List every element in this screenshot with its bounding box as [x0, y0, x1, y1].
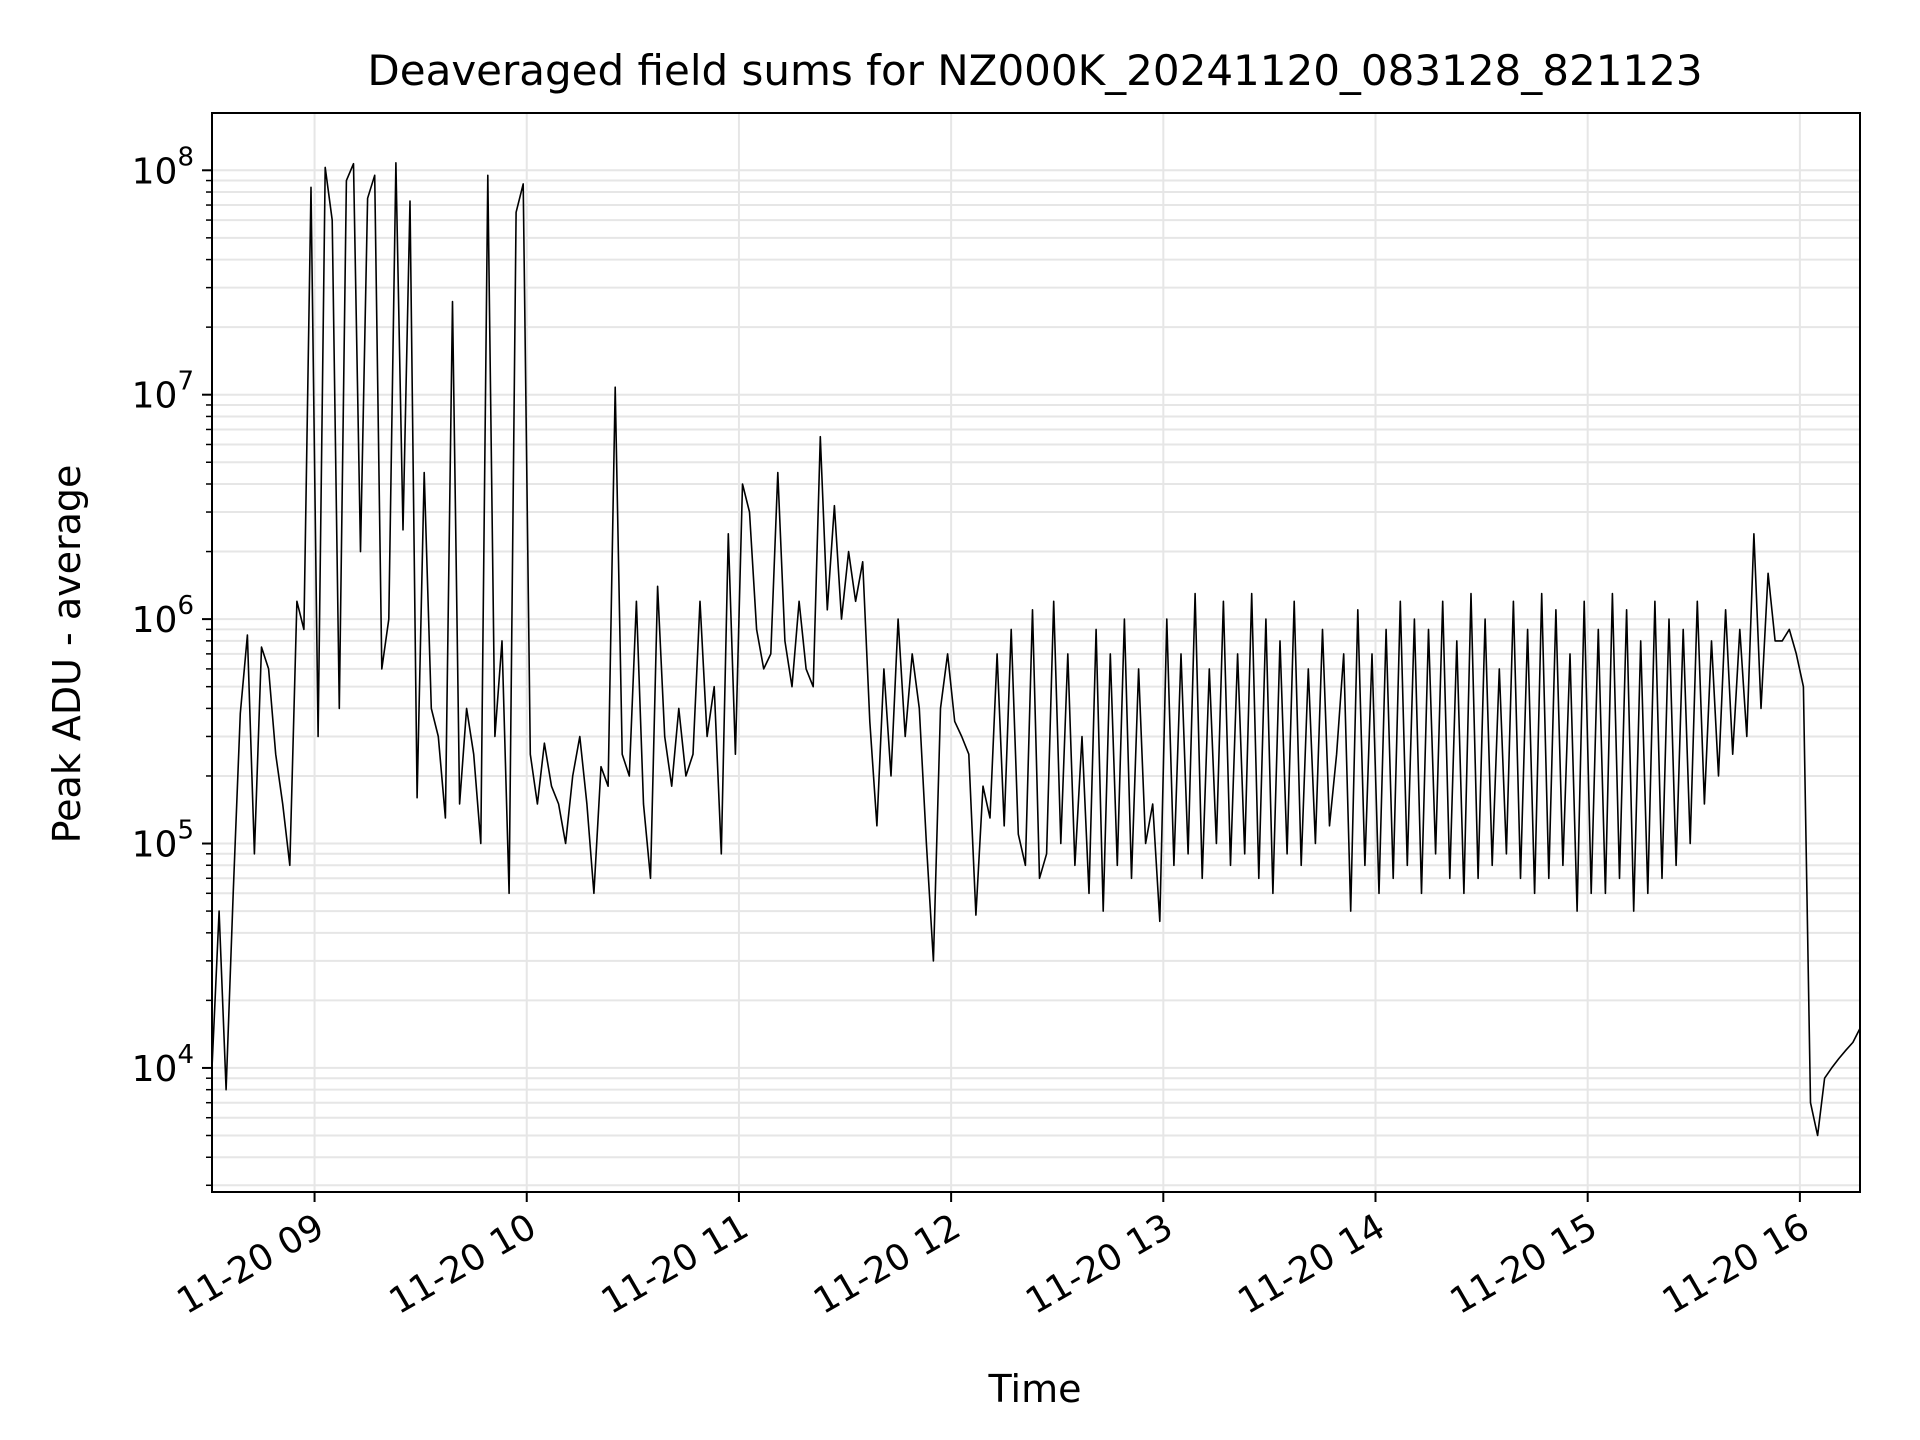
- y-tick-label: 107: [132, 367, 194, 417]
- series-layer: [211, 162, 1861, 1137]
- y-tick-label: 106: [132, 591, 194, 641]
- y-tick-label: 104: [132, 1040, 194, 1090]
- series-line: [211, 162, 1861, 1137]
- y-tick-label: 105: [132, 816, 194, 866]
- y-tick-label: 108: [132, 142, 194, 192]
- y-axis-label: Peak ADU - average: [45, 465, 89, 844]
- chart-title: Deaveraged field sums for NZ000K_2024112…: [367, 46, 1702, 95]
- plot-frame: [211, 112, 1861, 1193]
- x-axis-label: Time: [988, 1367, 1082, 1411]
